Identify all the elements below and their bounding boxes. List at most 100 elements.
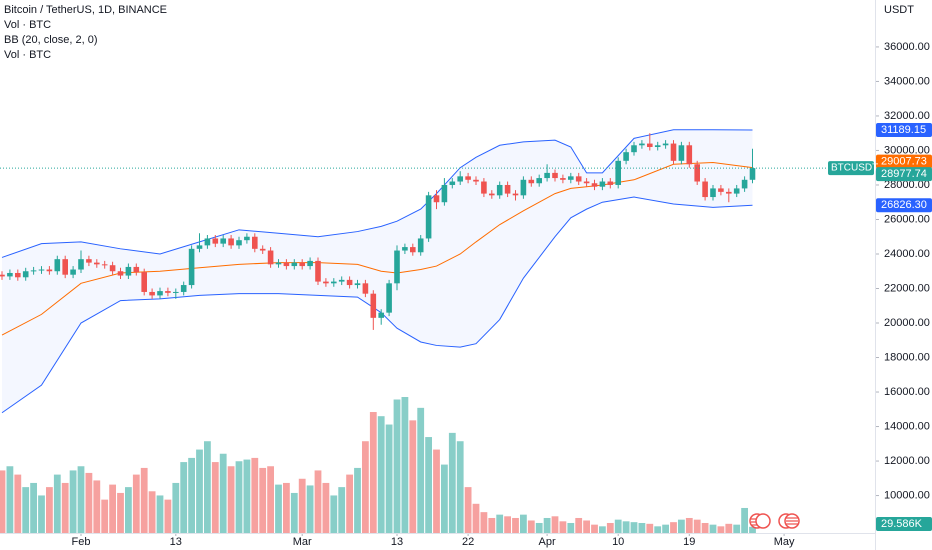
y-tick-label: 18000.00 — [884, 351, 930, 363]
candle-body — [354, 283, 361, 286]
candle-body — [504, 184, 511, 194]
volume-bar — [622, 521, 630, 533]
volume-bar — [196, 449, 203, 533]
bb-lower-tag: 26826.30 — [881, 199, 927, 211]
candle-body — [46, 269, 53, 272]
volume-bar — [559, 521, 567, 533]
volume-bar — [693, 519, 701, 533]
volume-bar — [188, 457, 195, 533]
volume-bar — [346, 474, 353, 533]
volume-bar — [117, 492, 124, 533]
candle-body — [465, 176, 471, 180]
candle-body — [109, 265, 116, 272]
volume-bar — [685, 517, 693, 533]
candle-body — [678, 145, 685, 161]
candle-body — [607, 181, 614, 185]
volume-bar — [709, 524, 717, 533]
candle-body — [22, 271, 29, 278]
volume-bar — [393, 399, 401, 533]
candle-body — [654, 145, 661, 148]
candle-body — [433, 195, 440, 203]
volume-bar — [275, 484, 282, 533]
volume-bar — [614, 519, 622, 533]
candle-body — [212, 238, 219, 244]
candle-body — [496, 184, 503, 196]
y-tick-label: 14000.00 — [884, 420, 930, 432]
volume-bar — [512, 517, 519, 533]
volume-bar — [306, 485, 314, 533]
candle-body — [275, 262, 282, 265]
volume-bar — [243, 459, 251, 533]
volume-bar — [456, 441, 464, 533]
candle-layer — [0, 133, 756, 330]
volume-bar — [441, 464, 448, 533]
x-tick-label: Mar — [293, 536, 312, 548]
y-tick-label: 30000.00 — [884, 144, 930, 156]
flag-icon — [786, 517, 798, 525]
volume-bar — [38, 495, 45, 533]
volume-bar — [61, 482, 69, 533]
volume-bar — [543, 517, 551, 533]
volume-bar — [464, 487, 472, 533]
candle-body — [346, 279, 353, 286]
volume-bar — [662, 524, 669, 533]
y-tick-label: 36000.00 — [884, 41, 930, 53]
candle-body — [267, 250, 274, 265]
candle-body — [378, 312, 384, 318]
candle-body — [615, 160, 621, 185]
candle-body — [702, 181, 708, 198]
volume-bar — [132, 474, 140, 533]
volume-layer — [0, 397, 756, 533]
candle-body — [726, 191, 732, 194]
volume-bar — [290, 492, 298, 533]
candle-body — [402, 247, 408, 251]
legend-item: BB (20, close, 2, 0) — [4, 34, 98, 46]
candle-body — [244, 236, 250, 241]
y-tick-label: 10000.00 — [884, 489, 930, 501]
candle-body — [165, 291, 171, 293]
candle-body — [315, 260, 321, 282]
candle-body — [741, 179, 748, 189]
volume-bar — [0, 470, 6, 533]
volume-bar — [251, 457, 259, 533]
candle-body — [362, 283, 369, 294]
candle-body — [686, 145, 693, 165]
last-price-tag: 28977.74 — [881, 168, 927, 180]
y-tick-label: 24000.00 — [884, 248, 930, 260]
symbol-tag: BTCUSDT — [831, 163, 878, 174]
volume-bar — [125, 487, 132, 533]
volume-bar — [646, 523, 654, 533]
x-tick-label: May — [774, 536, 795, 548]
legend-item: Vol · BTC — [4, 49, 51, 61]
candle-body — [307, 260, 313, 267]
volume-bar — [409, 420, 417, 533]
volume-bar — [211, 462, 219, 533]
volume-bar — [535, 522, 543, 533]
band-fill — [2, 129, 753, 413]
candle-body — [694, 164, 700, 182]
x-tick-label: 13 — [170, 536, 182, 548]
volume-bar — [377, 416, 385, 533]
volume-bar — [670, 522, 677, 533]
volume-bar — [362, 441, 369, 533]
candle-body — [220, 238, 226, 244]
volume-bar — [53, 474, 61, 533]
volume-bar — [733, 524, 741, 533]
volume-bar — [520, 514, 527, 533]
volume-bar — [204, 441, 211, 533]
volume-bar — [591, 524, 598, 533]
volume-bar — [599, 526, 606, 533]
candle-body — [441, 184, 448, 203]
volume-bar — [504, 516, 511, 533]
volume-bar — [749, 526, 756, 533]
candle-body — [133, 266, 140, 273]
volume-bar — [235, 461, 243, 533]
volume-bar — [606, 522, 614, 533]
candle-body — [180, 285, 187, 292]
volume-bar — [259, 467, 267, 533]
candle-body — [457, 176, 463, 182]
volume-bar — [283, 482, 290, 533]
candle-body — [639, 143, 645, 146]
candle-body — [394, 250, 400, 284]
